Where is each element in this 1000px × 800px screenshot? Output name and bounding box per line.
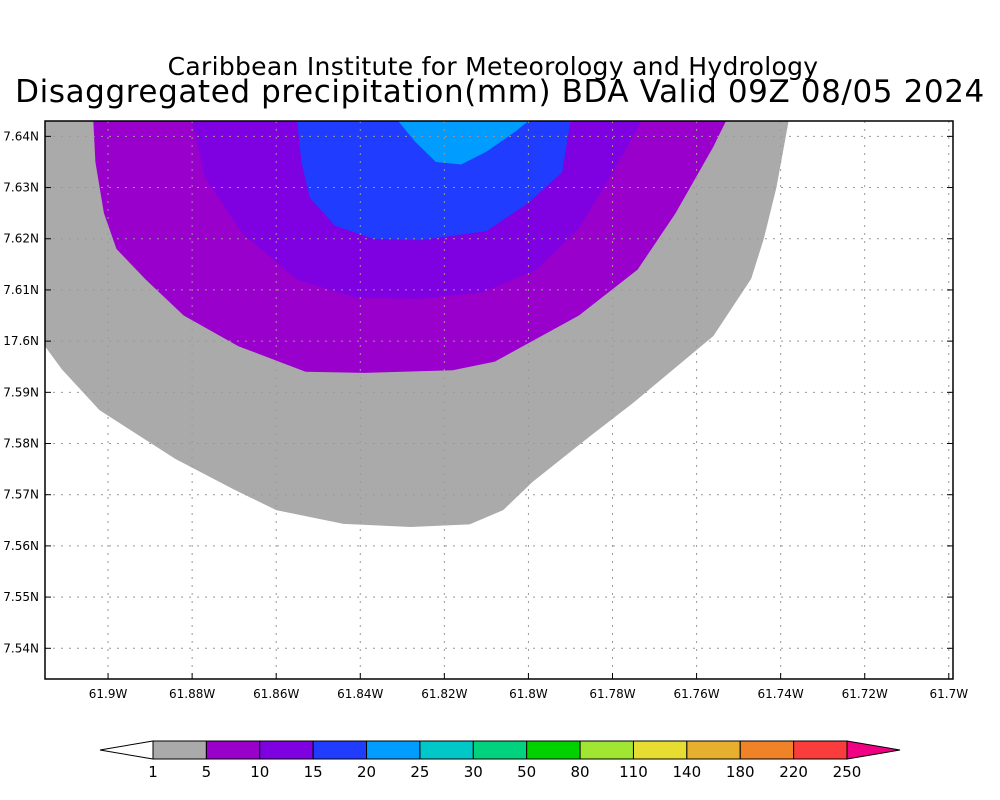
colorbar-label: 10 <box>250 763 269 781</box>
lon-tick-label: 61.9W <box>89 687 128 701</box>
axis-ticks: 61.9W 61.88W 61.86W 61.84W 61.82W 61.8W 61.78W… <box>3 129 968 701</box>
lon-tick-label: 61.74W <box>758 687 804 701</box>
lon-tick-label: 61.72W <box>842 687 888 701</box>
colorbar-swatch <box>312 740 368 760</box>
precip-contours <box>45 121 790 527</box>
lat-tick-label: 7.58N <box>3 437 39 451</box>
title-institute: Caribbean Institute for Meteorology and … <box>167 52 819 81</box>
lat-tick-label: 7.54N <box>3 641 39 655</box>
lon-tick-label: 61.88W <box>169 687 215 701</box>
colorbar-label: 180 <box>726 763 755 781</box>
lat-tick-label: 17.6N <box>3 334 39 348</box>
lat-tick-label: 7.59N <box>3 385 39 399</box>
lat-tick-label: 7.56N <box>3 539 39 553</box>
colorbar-swatch <box>259 740 314 760</box>
colorbar-label: 220 <box>779 763 808 781</box>
lat-tick-label: 7.62N <box>3 232 39 246</box>
lat-tick-label: 7.55N <box>3 590 39 604</box>
title-product: Disaggregated precipitation(mm) BDA Vali… <box>15 74 985 110</box>
colorbar-label: 140 <box>673 763 702 781</box>
colorbar-swatch <box>579 740 634 760</box>
colorbar-label: 80 <box>571 763 590 781</box>
colorbar-label: 1 <box>148 763 158 781</box>
lon-tick-label: 61.78W <box>589 687 635 701</box>
colorbar-swatch <box>739 740 795 760</box>
colorbar-label: 20 <box>357 763 376 781</box>
colorbar-high-arrow <box>846 740 901 760</box>
colorbar-swatch <box>419 740 474 760</box>
colorbar-swatch <box>152 740 207 760</box>
lat-tick-label: 7.57N <box>3 488 39 502</box>
colorbar-swatch <box>526 740 581 760</box>
contour-20mm <box>398 121 529 165</box>
lon-tick-label: 61.84W <box>337 687 383 701</box>
lat-tick-label: 7.61N <box>3 283 39 297</box>
colorbar-label: 15 <box>304 763 323 781</box>
lon-tick-label: 61.8W <box>509 687 548 701</box>
map-gridlines <box>45 121 953 679</box>
colorbar-low-arrow <box>99 740 154 760</box>
lon-tick-label: 61.82W <box>421 687 467 701</box>
lon-tick-label: 61.7W <box>929 687 968 701</box>
colorbar-swatch <box>205 740 261 760</box>
contour-15mm <box>297 121 571 241</box>
colorbar-swatch <box>632 740 688 760</box>
colorbar-swatch <box>366 740 421 760</box>
lat-tick-label: 7.64N <box>3 129 39 143</box>
colorbar-swatch <box>686 740 741 760</box>
colorbar-label: 25 <box>410 763 429 781</box>
colorbar-legend: 1 5 10 15 20 25 30 50 80 110 140 180 220 250 <box>99 740 901 781</box>
colorbar-label: 250 <box>833 763 862 781</box>
lat-tick-label: 7.63N <box>3 181 39 195</box>
colorbar-label: 110 <box>619 763 648 781</box>
lon-tick-label: 61.76W <box>673 687 719 701</box>
colorbar-swatch <box>472 740 528 760</box>
colorbar-label: 30 <box>464 763 483 781</box>
plot-frame <box>44 120 954 680</box>
colorbar-label: 5 <box>202 763 212 781</box>
lon-tick-label: 61.86W <box>253 687 299 701</box>
colorbar-swatch <box>793 740 848 760</box>
colorbar-label: 50 <box>517 763 536 781</box>
